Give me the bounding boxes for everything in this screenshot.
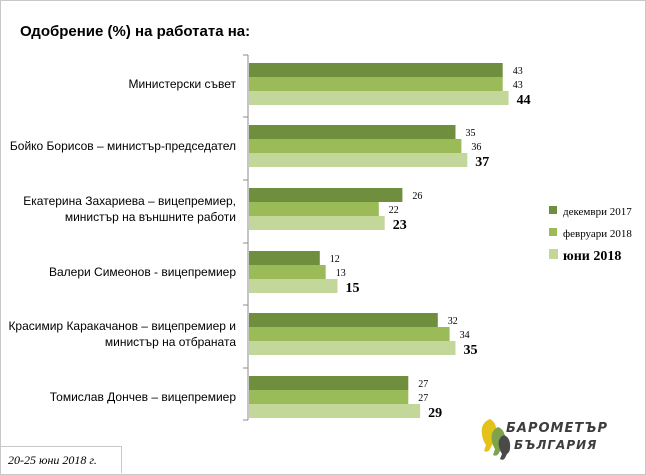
data-label: 43 xyxy=(513,80,523,91)
bar xyxy=(249,202,379,216)
logo-heads-icon xyxy=(481,419,511,460)
legend-label: юни 2018 xyxy=(563,249,621,264)
bar xyxy=(249,63,503,77)
logo-text-line1: БАРОМЕТЪР xyxy=(506,421,608,436)
data-label: 35 xyxy=(464,343,478,358)
barometer-bulgaria-logo: БАРОМЕТЪР БЪЛГАРИЯ xyxy=(476,413,636,471)
data-label: 12 xyxy=(330,254,340,265)
legend-label: февруари 2018 xyxy=(563,228,632,240)
data-label: 43 xyxy=(513,66,523,77)
data-label: 36 xyxy=(471,142,481,153)
chart-title: Одобрение (%) на работата на: xyxy=(20,23,251,40)
data-label: 22 xyxy=(389,205,399,216)
bar xyxy=(249,279,338,293)
legend-label: декември 2017 xyxy=(563,206,632,218)
bar xyxy=(249,91,509,105)
bar xyxy=(249,153,468,167)
category-label: Томислав Дончев – вицепремиер xyxy=(50,390,237,404)
legend-swatch xyxy=(549,206,557,214)
legend-swatch xyxy=(549,249,558,259)
data-label: 37 xyxy=(475,155,489,170)
data-label: 29 xyxy=(428,406,442,421)
bar xyxy=(249,77,503,91)
data-label: 35 xyxy=(466,128,476,139)
legend-swatch xyxy=(549,228,557,236)
category-label: Министерски съвет xyxy=(128,77,236,91)
category-label: Валери Симеонов - вицепремиер xyxy=(49,265,236,279)
bar xyxy=(249,125,456,139)
data-label: 15 xyxy=(346,281,360,296)
data-label: 26 xyxy=(412,191,422,202)
data-label: 27 xyxy=(418,393,428,404)
bar xyxy=(249,327,450,341)
bar xyxy=(249,313,438,327)
category-label: Красимир Каракачанов – вицепремиер и мини… xyxy=(8,319,236,349)
data-label: 34 xyxy=(460,330,470,341)
bar xyxy=(249,404,421,418)
bar xyxy=(249,265,326,279)
bar xyxy=(249,390,409,404)
bar xyxy=(249,251,320,265)
bar xyxy=(249,188,403,202)
category-label: Екатерина Захариева – вицепремиер, минист… xyxy=(23,194,236,224)
logo-text-line2: БЪЛГАРИЯ xyxy=(514,438,598,452)
bar xyxy=(249,376,409,390)
bar xyxy=(249,216,385,230)
data-label: 13 xyxy=(336,268,346,279)
category-label: Бойко Борисов – министър-председател xyxy=(10,139,236,153)
bar xyxy=(249,341,456,355)
data-label: 32 xyxy=(448,316,458,327)
data-label: 27 xyxy=(418,379,428,390)
data-label: 23 xyxy=(393,218,407,233)
data-label: 44 xyxy=(517,93,531,108)
survey-date-footnote: 20-25 юни 2018 г. xyxy=(0,446,122,473)
bar xyxy=(249,139,462,153)
